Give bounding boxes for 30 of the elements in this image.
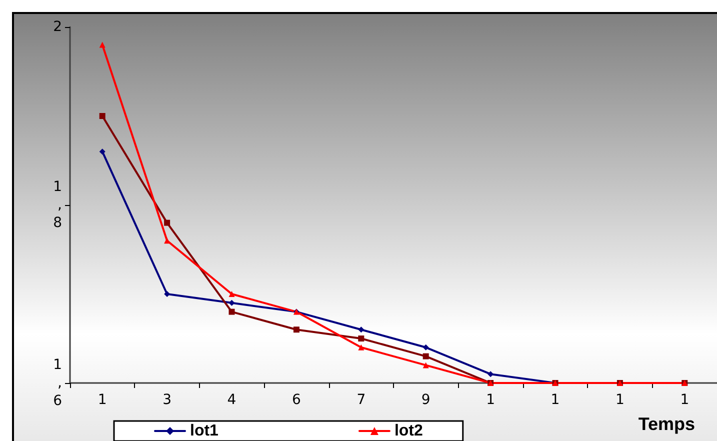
x-axis-title: Temps [638,414,696,434]
y-tick-label: 2 [53,19,62,35]
x-tick-label: 4 [227,392,236,408]
x-tick-label: 7 [356,392,366,408]
x-tick-label: 1 [550,392,560,408]
x-tick-label: 3 [162,392,172,408]
point [99,148,106,155]
x-tick-label: 9 [421,392,430,408]
point [422,353,429,360]
point [422,362,429,368]
point [358,326,364,333]
point [293,326,300,333]
point [164,220,170,226]
point [422,344,429,350]
point [99,113,106,119]
point [228,291,235,297]
legend-label: lot1 [190,422,219,440]
x-tick-label: 1 [680,392,690,408]
x-tick-label: 1 [486,392,496,408]
point [358,344,364,350]
point [228,300,235,306]
legend-label: lot2 [394,422,423,440]
x-tick-label: 1 [615,392,624,408]
point [358,336,364,342]
x-tick-label: 6 [292,392,301,408]
y-tick-label: 1,8 [53,179,62,231]
y-tick-label: 1,6 [53,357,62,409]
x-tick-label: 1 [98,392,107,408]
point [99,42,106,48]
point [228,308,235,315]
